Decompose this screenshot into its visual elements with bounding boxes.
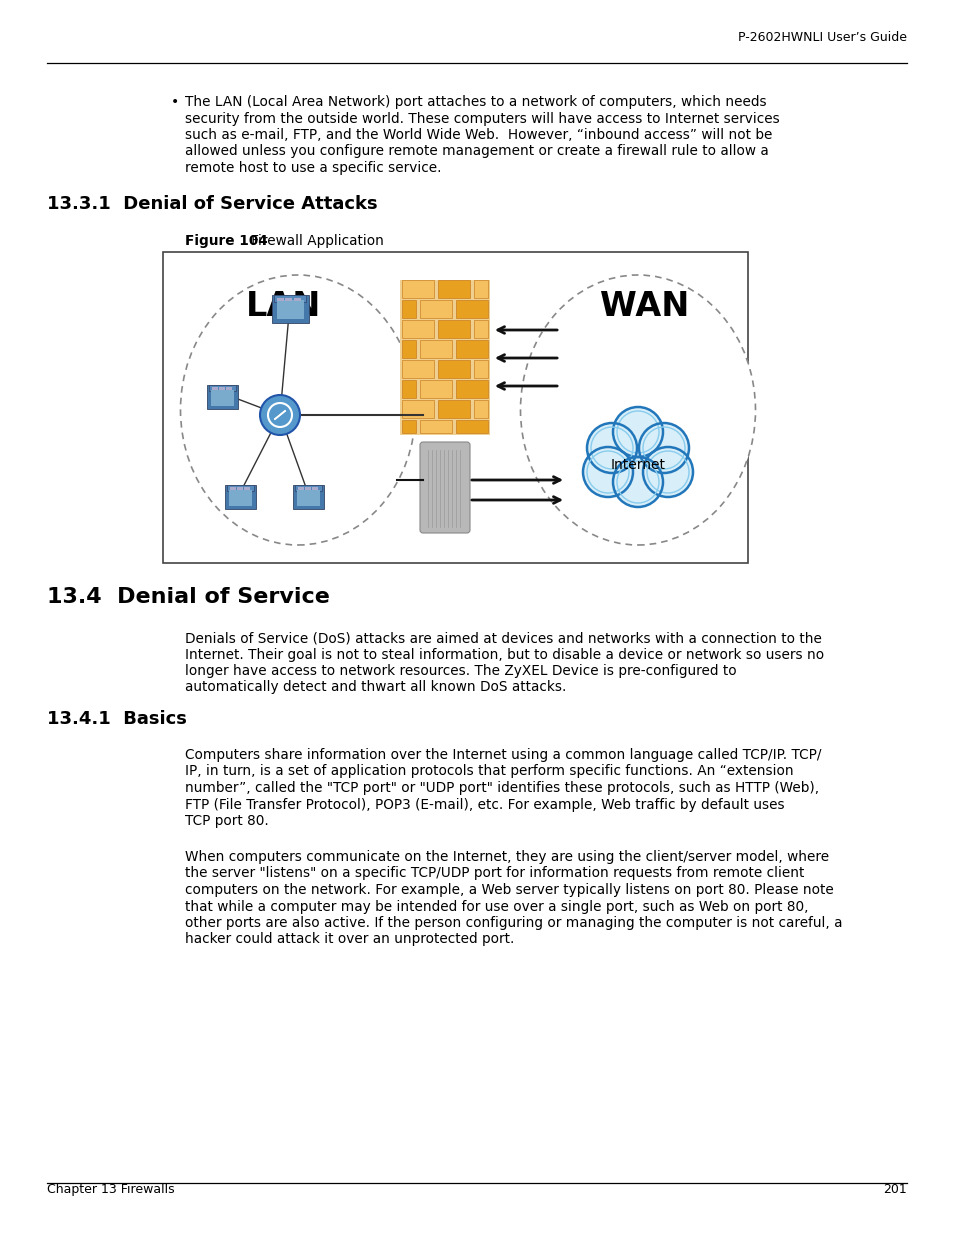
Bar: [272, 295, 309, 324]
Bar: [401, 320, 434, 338]
Bar: [236, 487, 243, 490]
Bar: [305, 487, 311, 490]
Bar: [456, 300, 488, 317]
Text: When computers communicate on the Internet, they are using the client/server mod: When computers communicate on the Intern…: [185, 850, 828, 864]
Bar: [419, 420, 452, 433]
Bar: [220, 385, 224, 390]
Bar: [399, 280, 490, 435]
Text: the server "listens" on a specific TCP/UDP port for information requests from re: the server "listens" on a specific TCP/U…: [185, 867, 803, 881]
Text: remote host to use a specific service.: remote host to use a specific service.: [185, 161, 441, 175]
Bar: [209, 385, 235, 391]
Bar: [225, 485, 255, 509]
Bar: [230, 487, 235, 490]
Text: hacker could attack it over an unprotected port.: hacker could attack it over an unprotect…: [185, 932, 514, 946]
Text: Denials of Service (DoS) attacks are aimed at devices and networks with a connec: Denials of Service (DoS) attacks are aim…: [185, 631, 821, 645]
Text: computers on the network. For example, a Web server typically listens on port 80: computers on the network. For example, a…: [185, 883, 833, 897]
Bar: [401, 300, 416, 317]
Bar: [456, 340, 488, 358]
Bar: [297, 487, 304, 490]
Text: P-2602HWNLI User’s Guide: P-2602HWNLI User’s Guide: [738, 31, 906, 44]
Circle shape: [613, 408, 662, 457]
Bar: [312, 487, 317, 490]
Text: FTP (File Transfer Protocol), POP3 (E-mail), etc. For example, Web traffic by de: FTP (File Transfer Protocol), POP3 (E-ma…: [185, 798, 783, 811]
Text: WAN: WAN: [599, 290, 689, 324]
Bar: [474, 359, 488, 378]
Text: allowed unless you configure remote management or create a firewall rule to allo: allowed unless you configure remote mana…: [185, 144, 768, 158]
Bar: [401, 280, 434, 298]
Text: 13.4  Denial of Service: 13.4 Denial of Service: [47, 587, 330, 606]
Text: number”, called the "TCP port" or "UDP port" identifies these protocols, such as: number”, called the "TCP port" or "UDP p…: [185, 781, 819, 795]
Circle shape: [642, 447, 692, 496]
Text: LAN: LAN: [246, 290, 321, 324]
Ellipse shape: [180, 275, 416, 545]
Text: that while a computer may be intended for use over a single port, such as Web on: that while a computer may be intended fo…: [185, 899, 807, 914]
Bar: [163, 252, 747, 563]
Bar: [211, 390, 233, 406]
Bar: [288, 295, 293, 301]
Text: TCP port 80.: TCP port 80.: [185, 814, 269, 827]
Bar: [456, 420, 488, 433]
Bar: [401, 380, 416, 398]
Bar: [276, 298, 284, 301]
Text: automatically detect and thwart all known DoS attacks.: automatically detect and thwart all know…: [185, 680, 566, 694]
Bar: [456, 380, 488, 398]
Circle shape: [613, 457, 662, 508]
Text: •: •: [171, 95, 179, 109]
Bar: [474, 400, 488, 417]
Bar: [419, 300, 452, 317]
Bar: [294, 298, 301, 301]
Text: 13.4.1  Basics: 13.4.1 Basics: [47, 710, 187, 727]
Bar: [306, 485, 310, 490]
FancyBboxPatch shape: [419, 442, 470, 534]
Ellipse shape: [520, 275, 755, 545]
Bar: [293, 485, 324, 509]
Bar: [244, 487, 250, 490]
Text: other ports are also active. If the person configuring or managing the computer : other ports are also active. If the pers…: [185, 916, 841, 930]
Bar: [226, 387, 232, 390]
Bar: [296, 490, 319, 506]
Text: Chapter 13 Firewalls: Chapter 13 Firewalls: [47, 1183, 174, 1195]
Text: Figure 104: Figure 104: [185, 233, 268, 248]
Bar: [474, 320, 488, 338]
Text: Internet. Their goal is not to steal information, but to disable a device or net: Internet. Their goal is not to steal inf…: [185, 647, 823, 662]
Bar: [419, 380, 452, 398]
Bar: [401, 359, 434, 378]
Bar: [437, 320, 470, 338]
Bar: [237, 485, 242, 490]
Circle shape: [582, 447, 633, 496]
Bar: [437, 280, 470, 298]
Text: The LAN (Local Area Network) port attaches to a network of computers, which need: The LAN (Local Area Network) port attach…: [185, 95, 766, 109]
Text: 13.3.1  Denial of Service Attacks: 13.3.1 Denial of Service Attacks: [47, 195, 377, 212]
Bar: [212, 387, 218, 390]
Bar: [207, 385, 237, 409]
Text: 201: 201: [882, 1183, 906, 1195]
Bar: [229, 490, 252, 506]
Circle shape: [260, 395, 299, 435]
Bar: [401, 420, 416, 433]
Bar: [274, 295, 306, 303]
Text: Firewall Application: Firewall Application: [237, 233, 383, 248]
Bar: [219, 387, 225, 390]
Bar: [437, 359, 470, 378]
Text: such as e-mail, FTP, and the World Wide Web.  However, “inbound access” will not: such as e-mail, FTP, and the World Wide …: [185, 128, 772, 142]
Bar: [437, 400, 470, 417]
Bar: [401, 340, 416, 358]
Bar: [419, 340, 452, 358]
Text: Computers share information over the Internet using a common language called TCP: Computers share information over the Int…: [185, 748, 821, 762]
Text: security from the outside world. These computers will have access to Internet se: security from the outside world. These c…: [185, 111, 779, 126]
Text: IP, in turn, is a set of application protocols that perform specific functions. : IP, in turn, is a set of application pro…: [185, 764, 793, 778]
Bar: [474, 280, 488, 298]
Text: longer have access to network resources. The ZyXEL Device is pre-configured to: longer have access to network resources.…: [185, 664, 736, 678]
Text: Internet: Internet: [610, 458, 665, 472]
Circle shape: [639, 424, 688, 473]
Bar: [285, 298, 292, 301]
Bar: [276, 300, 304, 319]
Bar: [401, 400, 434, 417]
Bar: [227, 485, 253, 492]
Circle shape: [586, 424, 637, 473]
Bar: [294, 485, 322, 492]
